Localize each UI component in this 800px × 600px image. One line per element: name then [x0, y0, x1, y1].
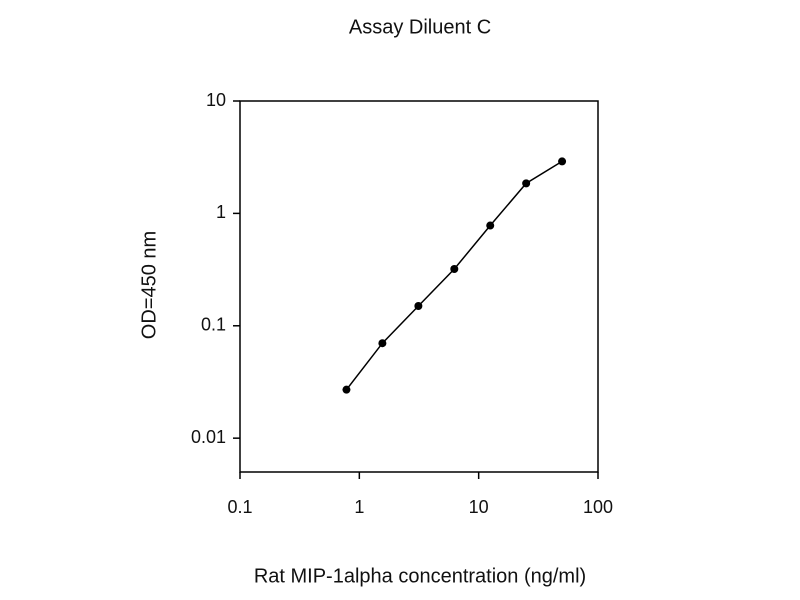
- x-tick-label: 100: [583, 497, 613, 517]
- data-point: [522, 179, 531, 188]
- x-tick-label: 0.1: [227, 497, 252, 517]
- x-tick-label: 10: [469, 497, 489, 517]
- data-point: [450, 265, 459, 274]
- data-point: [486, 221, 495, 230]
- data-point: [558, 157, 567, 166]
- data-point: [414, 301, 423, 310]
- y-axis-label: OD=450 nm: [138, 231, 160, 339]
- y-tick-label: 1: [216, 202, 226, 222]
- data-line: [345, 160, 563, 391]
- y-tick-label: 0.01: [191, 427, 226, 447]
- y-tick-label: 10: [206, 90, 226, 110]
- x-axis-label: Rat MIP-1alpha concentration (ng/ml): [254, 565, 586, 587]
- data-point: [378, 339, 387, 348]
- x-tick-label: 1: [354, 497, 364, 517]
- chart-title: Assay Diluent C: [349, 16, 491, 38]
- data-point: [342, 385, 351, 394]
- plot-frame: [239, 100, 599, 473]
- y-tick-label: 0.1: [201, 315, 226, 335]
